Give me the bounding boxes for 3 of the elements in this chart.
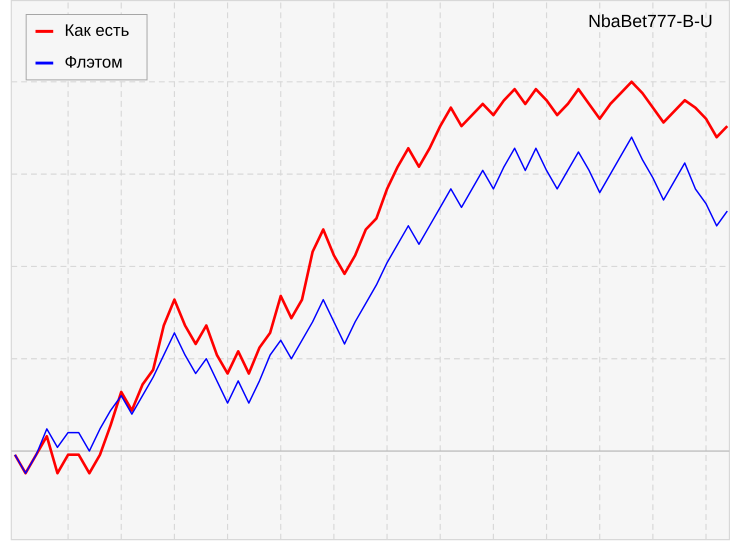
chart-title: NbaBet777-B-U	[590, 14, 712, 28]
legend-label: Флэтом	[65, 56, 122, 68]
legend-label: Как есть	[66, 24, 129, 36]
